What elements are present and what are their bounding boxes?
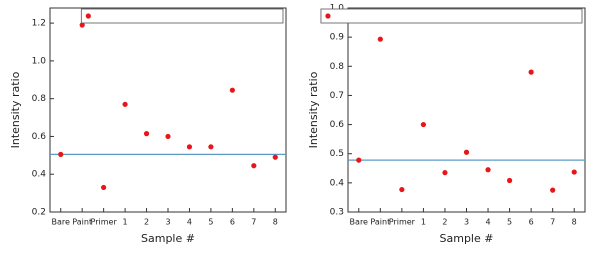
x-tick-label: 4	[187, 218, 192, 227]
data-point	[165, 133, 171, 140]
y-tick-label: 0.6	[330, 120, 345, 130]
x-tick-label: Bare	[52, 218, 71, 227]
x-tick-label: Primer	[389, 218, 416, 227]
data-point	[420, 121, 427, 128]
y-tick-label: 0.7	[330, 91, 344, 101]
x-tick-label: 7	[550, 218, 555, 227]
x-tick-label: 5	[507, 218, 512, 227]
x-tick-label: 1	[421, 218, 426, 227]
data-point	[463, 149, 470, 155]
x-tick-label: 1	[123, 218, 128, 227]
x-tick-label: 2	[442, 218, 447, 227]
data-point	[485, 167, 491, 173]
data-point	[122, 101, 128, 107]
data-point	[550, 187, 556, 193]
plot-frame	[347, 7, 586, 213]
x-tick-label: Primer	[91, 218, 118, 227]
x-tick-label: 4	[485, 218, 490, 227]
y-tick-label: 1.0	[32, 56, 47, 66]
data-point	[442, 170, 448, 176]
x-axis-label: Sample #	[141, 232, 195, 245]
y-tick-label: 0.9	[330, 33, 345, 43]
data-point	[399, 186, 405, 193]
data-point	[528, 69, 534, 75]
x-tick-label: 3	[165, 218, 170, 227]
y-axis-label: Intensity ratio	[307, 71, 320, 148]
data-point	[272, 154, 278, 160]
data-point	[377, 36, 383, 42]
y-tick-label: 0.8	[330, 62, 345, 72]
legend-marker	[325, 13, 331, 19]
x-tick-label: 6	[230, 218, 235, 227]
data-point	[101, 184, 107, 191]
data-point	[58, 151, 64, 157]
legend-box	[320, 8, 583, 24]
x-tick-label: Paint	[72, 218, 92, 227]
data-point	[251, 163, 257, 169]
data-point	[571, 169, 577, 175]
y-tick-label: 0.3	[330, 208, 344, 218]
data-point	[143, 131, 150, 137]
data-point	[186, 144, 193, 150]
data-point	[229, 87, 235, 93]
data-point	[79, 22, 85, 28]
x-tick-label: Paint	[370, 218, 390, 227]
y-tick-label: 0.5	[330, 149, 344, 159]
y-tick-label: 0.4	[330, 178, 345, 188]
data-point	[356, 157, 362, 163]
x-tick-label: 8	[273, 218, 278, 227]
x-axis-label: Sample #	[440, 232, 494, 245]
x-tick-label: 5	[208, 218, 213, 227]
x-tick-label: 6	[529, 218, 534, 227]
x-tick-label: Bare	[350, 218, 369, 227]
y-tick-label: 0.6	[32, 132, 47, 142]
x-tick-label: 7	[251, 218, 256, 227]
y-axis-label: Intensity ratio	[9, 71, 22, 148]
x-tick-label: 8	[572, 218, 577, 227]
legend-marker	[85, 13, 91, 19]
legend-box	[80, 8, 284, 24]
y-tick-label: 1.2	[32, 19, 46, 29]
plot-frame	[49, 7, 287, 213]
data-point	[208, 144, 214, 150]
x-tick-label: 3	[464, 218, 469, 227]
x-tick-label: 2	[144, 218, 149, 227]
y-tick-label: 0.8	[32, 94, 47, 104]
y-tick-label: 0.4	[32, 170, 47, 180]
data-point	[506, 177, 513, 184]
y-tick-label: 0.2	[32, 208, 46, 218]
y-tick-label: 1.0	[330, 4, 345, 14]
